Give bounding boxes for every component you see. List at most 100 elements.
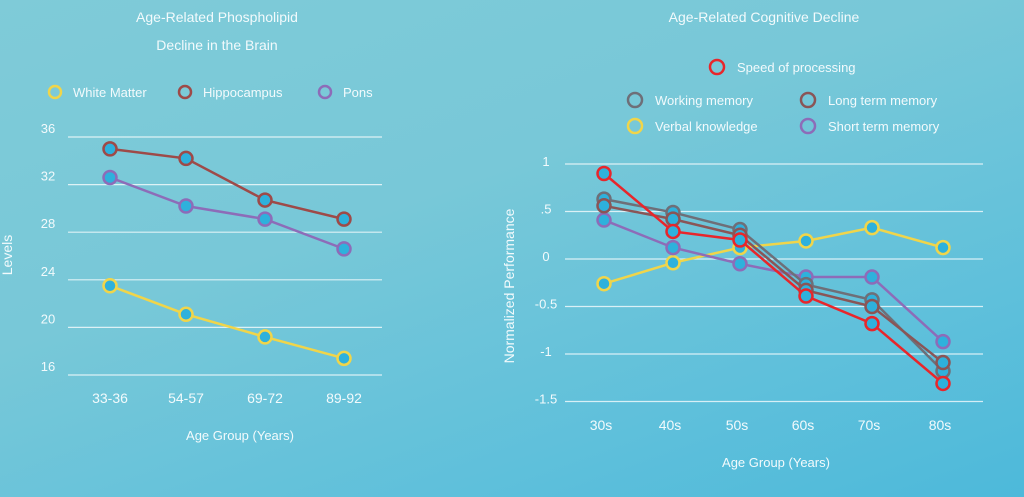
right-series [596,165,951,392]
legend-marker-icon [317,84,333,100]
series-working-memory [596,191,951,379]
data-point [665,239,681,256]
legend-label: Short term memory [828,119,940,134]
series-line [109,147,345,221]
right-x-tick-label: 70s [858,417,881,433]
legend-marker-icon [799,117,817,135]
right-legend-item: Short term memory [799,117,940,135]
right-legend-item: Speed of processing [708,58,856,76]
left-legend: White Matter Hippocampus Pons [47,84,373,100]
right-legend-item: Verbal knowledge [626,117,758,135]
right-x-tick-label: 30s [590,417,613,433]
data-point [935,239,951,256]
right-legend: Verbal knowledge Short term memory Working… [626,58,940,135]
series-pons [102,169,352,257]
data-point [257,192,273,208]
series-speed-of-processing [596,165,951,392]
left-legend-item: Hippocampus [177,84,283,100]
left-x-ticks: 33-36 54-57 69-72 89-92 [92,390,362,406]
series-line [109,176,345,251]
left-y-tick-label: 32 [41,169,55,184]
data-point [798,288,814,304]
data-point [596,165,612,182]
left-y-tick-label: 28 [41,216,55,231]
left-y-tick-label: 36 [41,121,55,136]
right-title: Age-Related Cognitive Decline [669,9,860,25]
legend-label: Working memory [655,93,754,108]
right-y-tick-label: 0 [542,249,549,264]
data-point [257,211,273,227]
left-y-tick-label: 24 [41,264,55,279]
data-point [336,211,352,227]
legend-label: Speed of processing [737,60,856,75]
left-series [102,141,352,367]
legend-marker-icon [799,91,817,109]
data-point [102,278,118,294]
series-verbal-knowledge [596,219,951,292]
legend-marker-icon [47,84,63,100]
left-y-ticks: 16 20 24 28 32 36 [41,121,55,374]
legend-label: White Matter [73,85,147,100]
data-point [732,256,748,272]
data-point [596,275,612,292]
data-point [596,198,612,214]
right-y-tick-label: .5 [541,202,552,217]
cognitive-chart: Age-Related Cognitive Decline Verbal kno… [501,9,983,470]
right-y-tick-label: -1 [540,344,552,359]
series-short-term-memory [596,212,951,350]
right-x-tick-label: 80s [929,417,952,433]
left-x-tick-label: 69-72 [247,390,283,406]
data-point [596,212,612,228]
data-point [178,198,194,214]
phospholipid-chart: Age-Related Phospholipid Decline in the … [0,9,382,443]
data-point [935,375,951,392]
legend-label: Hippocampus [203,85,283,100]
data-point [178,306,194,323]
data-point [336,241,352,257]
left-y-tick-label: 20 [41,311,55,326]
series-white-matter [102,278,352,367]
left-x-tick-label: 54-57 [168,390,204,406]
legend-marker-icon [708,58,726,76]
series-line [603,218,944,343]
left-y-tick-label: 16 [41,359,55,374]
data-point [864,315,880,332]
right-y-ticks: 1 .5 0 -0.5 -1 -1.5 [535,154,557,407]
right-y-tick-label: -0.5 [535,297,557,312]
data-point [864,219,880,236]
right-x-tick-label: 60s [792,417,815,433]
data-point [665,211,681,227]
right-legend-item: Working memory [626,91,754,109]
data-point [102,141,118,157]
right-y-tick-label: -1.5 [535,392,557,407]
left-title-line1: Age-Related Phospholipid [136,9,298,25]
left-x-tick-label: 33-36 [92,390,128,406]
series-line [603,197,944,372]
data-point [257,329,273,345]
right-x-ticks: 30s 40s 50s 60s 70s 80s [590,417,952,433]
series-line [109,284,345,360]
data-point [864,298,880,315]
right-y-axis-label: Normalized Performance [501,208,517,363]
series-line [603,172,944,385]
legend-marker-icon [177,84,193,100]
left-gridlines [68,136,382,376]
data-point [665,223,681,240]
left-title-line2: Decline in the Brain [156,37,277,53]
left-legend-item: White Matter [47,84,147,100]
data-point [665,255,681,271]
data-point [178,150,194,167]
legend-marker-icon [626,117,644,135]
right-x-tick-label: 40s [659,417,682,433]
data-point [336,350,352,367]
data-point [864,269,880,285]
left-x-tick-label: 89-92 [326,390,362,406]
data-point [935,333,951,350]
legend-marker-icon [626,91,644,109]
legend-label: Verbal knowledge [655,119,758,134]
right-legend-item: Long term memory [799,91,938,109]
right-x-tick-label: 50s [726,417,749,433]
legend-label: Long term memory [828,93,938,108]
data-point [732,232,748,248]
